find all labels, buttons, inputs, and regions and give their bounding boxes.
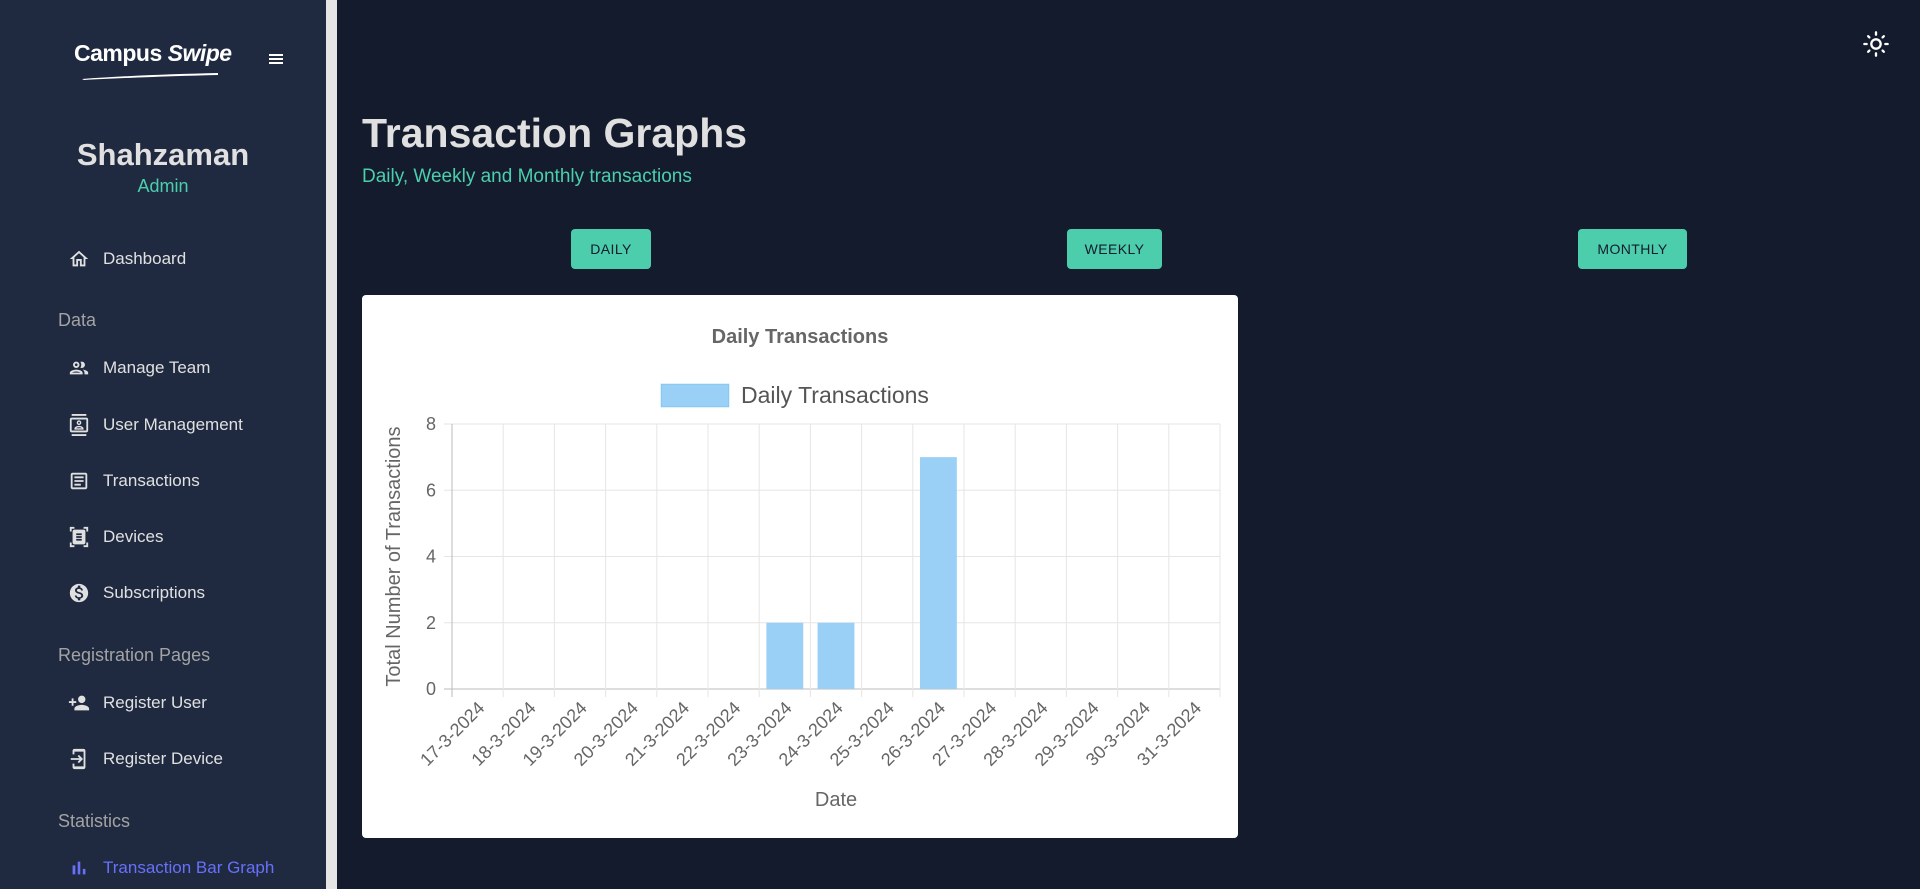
receipt-icon <box>58 469 102 493</box>
sidebar-item-user-management[interactable]: User Management <box>58 405 318 445</box>
sidebar-item-label: Manage Team <box>103 358 211 377</box>
page-title: Transaction Graphs <box>362 110 748 156</box>
section-title-registration: Registration Pages <box>58 645 211 665</box>
y-tick-label: 0 <box>426 679 436 699</box>
contact-card-icon <box>58 413 102 437</box>
bar-24-3-2024 <box>817 622 855 689</box>
sidebar-item-register-device[interactable]: Register Device <box>58 739 318 779</box>
sidebar-item-label: Dashboard <box>103 249 187 268</box>
y-tick-label: 2 <box>426 613 436 633</box>
sidebar-item-transactions[interactable]: Transactions <box>58 461 318 501</box>
y-axis-label: Total Number of Transactions <box>383 426 405 686</box>
people-icon <box>58 356 102 380</box>
sidebar-item-register-user[interactable]: Register User <box>58 683 318 723</box>
phone-add-icon <box>58 747 102 771</box>
logo-row: Campus Swipe <box>0 36 326 86</box>
legend-label: Daily Transactions <box>741 382 929 408</box>
profile-role: Admin <box>137 176 189 196</box>
section-title-statistics: Statistics <box>58 811 131 831</box>
monthly-button[interactable]: MONTHLY <box>1578 229 1687 269</box>
chart-card: Daily Transactions Daily Transactions 0 2 4 6… <box>362 295 1238 838</box>
y-tick-label: 8 <box>426 414 436 434</box>
bar-23-3-2024 <box>766 622 804 689</box>
sidebar-item-label: Transaction Bar Graph <box>103 858 275 877</box>
logo-swoosh-icon <box>82 73 218 80</box>
sidebar-item-label: Subscriptions <box>103 583 206 602</box>
bar-26-3-2024 <box>919 457 957 689</box>
legend-swatch <box>660 383 730 408</box>
sidebar-item-dashboard[interactable]: Dashboard <box>58 239 318 279</box>
logo-word-campus: Campus <box>74 40 162 66</box>
sidebar: Campus Swipe Shahzaman Admin Dashboard D… <box>0 0 326 889</box>
profile-name: Shahzaman <box>76 137 250 172</box>
x-axis-label: Date <box>815 789 857 811</box>
sidebar-item-subscriptions[interactable]: Subscriptions <box>58 573 318 613</box>
sidebar-item-label: Transactions <box>103 471 200 490</box>
sidebar-item-label: Register Device <box>103 749 223 768</box>
page-subtitle: Daily, Weekly and Monthly transactions <box>362 166 692 187</box>
sidebar-item-manage-team[interactable]: Manage Team <box>58 348 318 388</box>
daily-transactions-chart: Daily Transactions Daily Transactions 0 2 4 6… <box>383 326 1221 811</box>
home-icon <box>58 247 102 271</box>
document-scanner-icon <box>58 525 102 549</box>
y-tick-label: 4 <box>426 547 436 567</box>
sidebar-item-devices[interactable]: Devices <box>58 517 318 557</box>
logo-word-swipe: Swipe <box>167 40 232 66</box>
light-mode-icon[interactable] <box>1862 30 1890 58</box>
daily-button[interactable]: DAILY <box>571 229 651 269</box>
section-title-data: Data <box>58 310 97 330</box>
sidebar-item-transaction-bar-graph[interactable]: Transaction Bar Graph <box>58 848 318 888</box>
chart-title: Daily Transactions <box>712 326 889 348</box>
sidebar-item-label: User Management <box>103 415 243 434</box>
logo-text: Campus Swipe <box>74 40 234 67</box>
dollar-circle-icon <box>58 581 102 605</box>
sidebar-item-label: Devices <box>103 527 164 546</box>
campus-swipe-logo[interactable]: Campus Swipe <box>74 40 234 86</box>
sidebar-scrollbar[interactable] <box>326 0 337 889</box>
bar-chart-icon <box>58 856 102 880</box>
sidebar-item-label: Register User <box>103 693 207 712</box>
person-add-icon <box>58 691 102 715</box>
weekly-button[interactable]: WEEKLY <box>1067 229 1162 269</box>
y-tick-label: 6 <box>426 480 436 500</box>
hamburger-icon[interactable] <box>266 50 286 70</box>
